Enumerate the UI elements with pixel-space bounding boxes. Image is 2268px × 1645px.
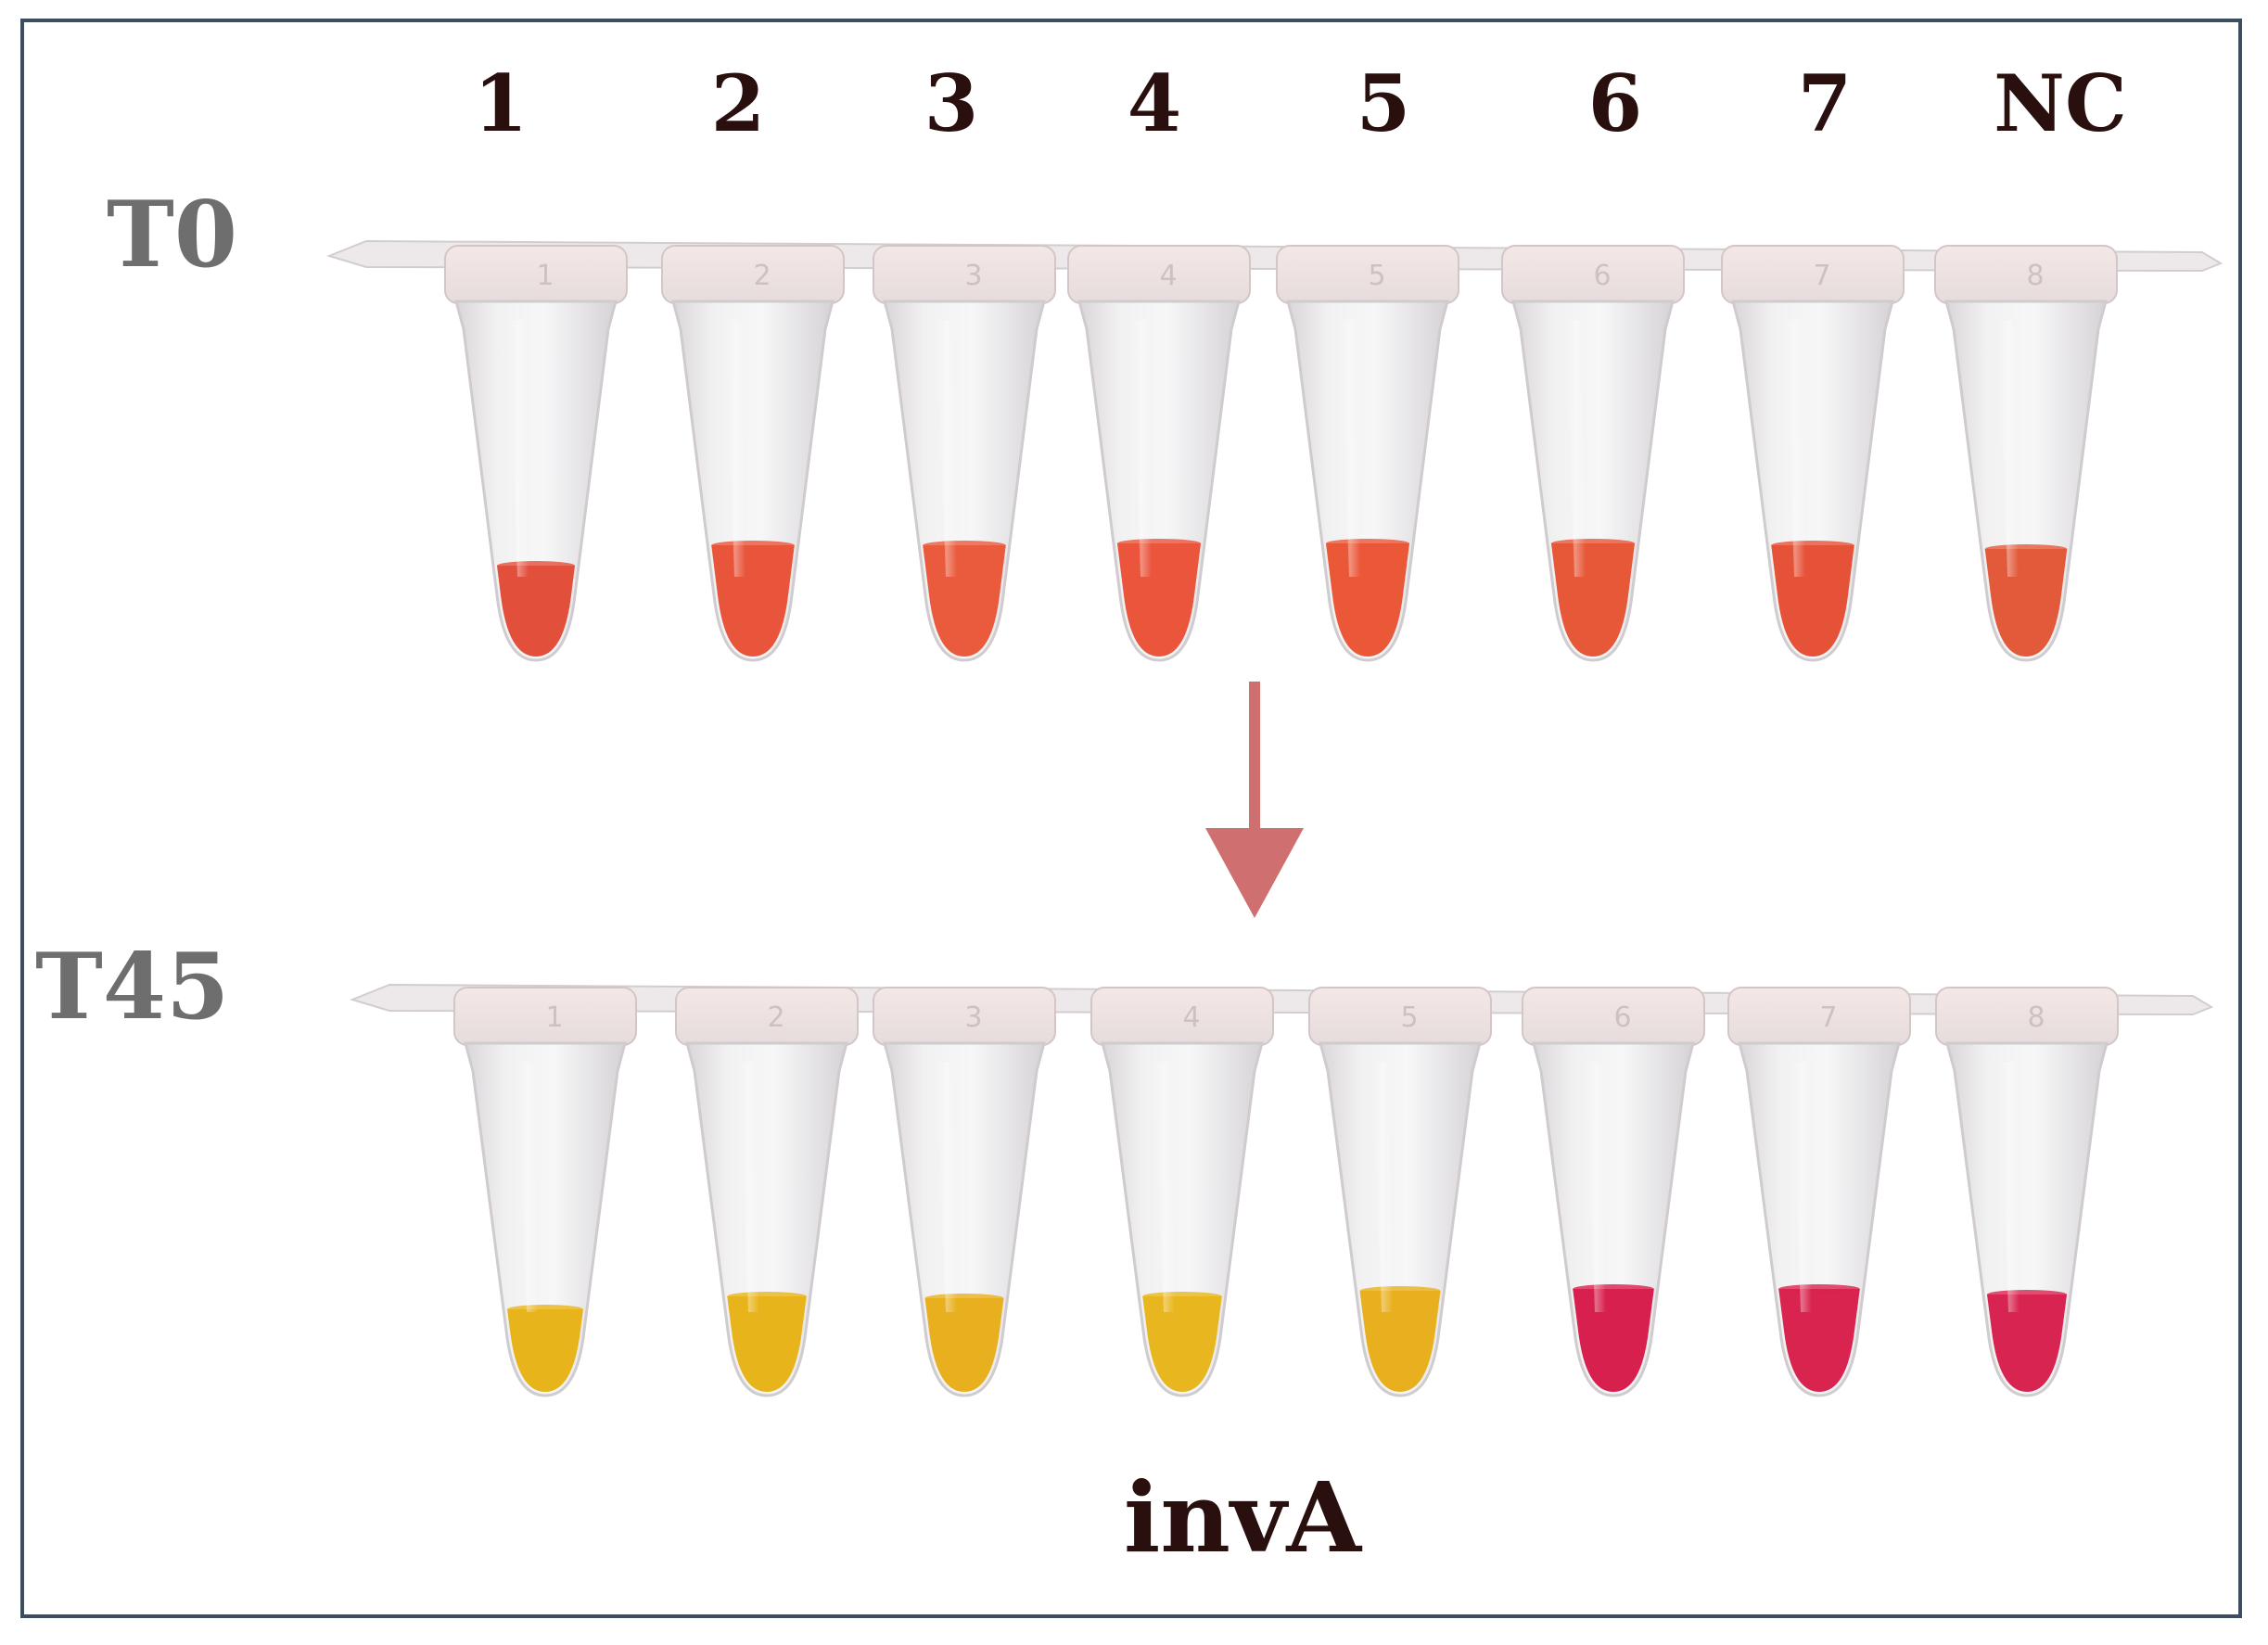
row-label-t0: T0	[107, 182, 238, 288]
pcr-tube: 8	[1934, 245, 2118, 662]
pcr-tube: 4	[1090, 987, 1274, 1397]
gene-label: invA	[1123, 1460, 1362, 1575]
tube-body	[1286, 300, 1449, 662]
tube-liquid	[1986, 1294, 2068, 1392]
tube-number: 6	[1613, 1001, 1631, 1034]
tube-number: 4	[1182, 1001, 1200, 1034]
tube-liquid	[1771, 545, 1854, 657]
tube-strip-t45: 1 2 3 4 5 6 7 8	[349, 983, 2214, 1397]
tube-body	[454, 300, 618, 662]
row-label-t45: T45	[35, 934, 230, 1040]
tube-number: 2	[753, 260, 771, 292]
pcr-tube: 3	[873, 245, 1056, 662]
tube-liquid	[1778, 1289, 1860, 1392]
tube-body	[1101, 1041, 1264, 1397]
tube-liquid	[727, 1296, 807, 1392]
tube-liquid	[1984, 549, 2068, 657]
tube-body	[883, 300, 1046, 662]
tube-strip-t0: 1 2 3 4 5 6 7 8	[325, 239, 2223, 662]
tube-body	[1944, 300, 2108, 662]
tube-liquid	[507, 1309, 583, 1392]
lane-label-5: 5	[1356, 57, 1411, 149]
tube-body	[671, 300, 835, 662]
pcr-tube: 5	[1308, 987, 1492, 1397]
pcr-tube: 7	[1721, 245, 1905, 662]
tube-body	[1319, 1041, 1482, 1397]
pcr-tube: 7	[1727, 987, 1911, 1397]
pcr-tube: 2	[661, 245, 845, 662]
tube-body	[1511, 300, 1675, 662]
pcr-tube: 6	[1501, 245, 1685, 662]
pcr-tube: 6	[1522, 987, 1705, 1397]
tube-number: 8	[2026, 260, 2044, 292]
tube-number: 3	[964, 260, 982, 292]
tube-body	[883, 1041, 1046, 1397]
tube-number: 8	[2027, 1001, 2045, 1034]
pcr-tube: 8	[1935, 987, 2119, 1397]
tube-body	[1945, 1041, 2109, 1397]
lane-label-nc: NC	[1994, 57, 2127, 149]
lane-label-4: 4	[1127, 57, 1182, 149]
pcr-tube: 3	[873, 987, 1056, 1397]
pcr-tube: 4	[1067, 245, 1251, 662]
tube-number: 5	[1400, 1001, 1418, 1034]
tube-number: 1	[545, 1001, 563, 1034]
tube-body	[1532, 1041, 1695, 1397]
tube-number: 1	[536, 260, 554, 292]
down-arrow-icon	[1205, 682, 1304, 918]
lane-label-3: 3	[924, 57, 979, 149]
tube-number: 2	[767, 1001, 784, 1034]
tube-liquid	[1325, 543, 1410, 657]
lane-label-2: 2	[710, 57, 766, 149]
pcr-tube: 1	[444, 245, 628, 662]
tube-number: 7	[1819, 1001, 1837, 1034]
pcr-tube: 5	[1276, 245, 1459, 662]
pcr-tube: 1	[453, 987, 637, 1397]
tube-number: 4	[1159, 260, 1177, 292]
tube-number: 3	[964, 1001, 982, 1034]
tube-body	[1731, 300, 1894, 662]
tube-body	[1077, 300, 1241, 662]
tube-number: 5	[1368, 260, 1385, 292]
tube-liquid	[1550, 543, 1636, 657]
tube-number: 7	[1813, 260, 1830, 292]
tube-liquid	[1573, 1289, 1654, 1392]
lane-label-1: 1	[473, 57, 529, 149]
tube-liquid	[924, 1298, 1004, 1392]
tube-liquid	[1359, 1291, 1441, 1392]
tube-liquid	[923, 545, 1006, 657]
tube-liquid	[496, 566, 576, 657]
tube-body	[1738, 1041, 1901, 1397]
tube-liquid	[1142, 1296, 1222, 1392]
lane-label-7: 7	[1797, 57, 1853, 149]
lane-label-6: 6	[1587, 57, 1643, 149]
tube-body	[685, 1041, 848, 1397]
tube-number: 6	[1593, 260, 1611, 292]
pcr-tube: 2	[675, 987, 859, 1397]
tube-body	[464, 1041, 627, 1397]
tube-liquid	[1116, 543, 1202, 657]
tube-liquid	[711, 545, 795, 657]
